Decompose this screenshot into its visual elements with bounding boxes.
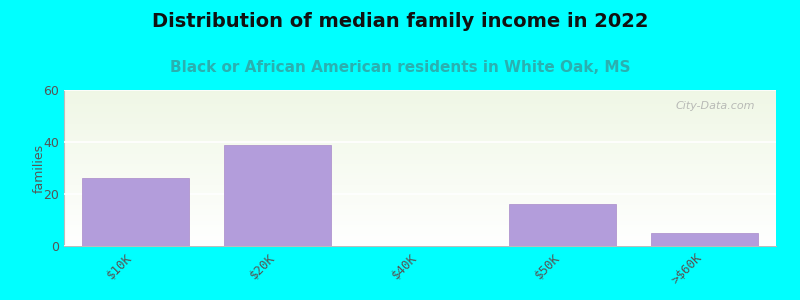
Bar — [509, 204, 616, 246]
Bar — [82, 178, 189, 246]
Text: Distribution of median family income in 2022: Distribution of median family income in … — [152, 12, 648, 31]
Bar — [224, 145, 331, 246]
Text: Black or African American residents in White Oak, MS: Black or African American residents in W… — [170, 60, 630, 75]
Bar — [651, 233, 758, 246]
Y-axis label: families: families — [33, 143, 46, 193]
Text: City-Data.com: City-Data.com — [675, 101, 754, 111]
